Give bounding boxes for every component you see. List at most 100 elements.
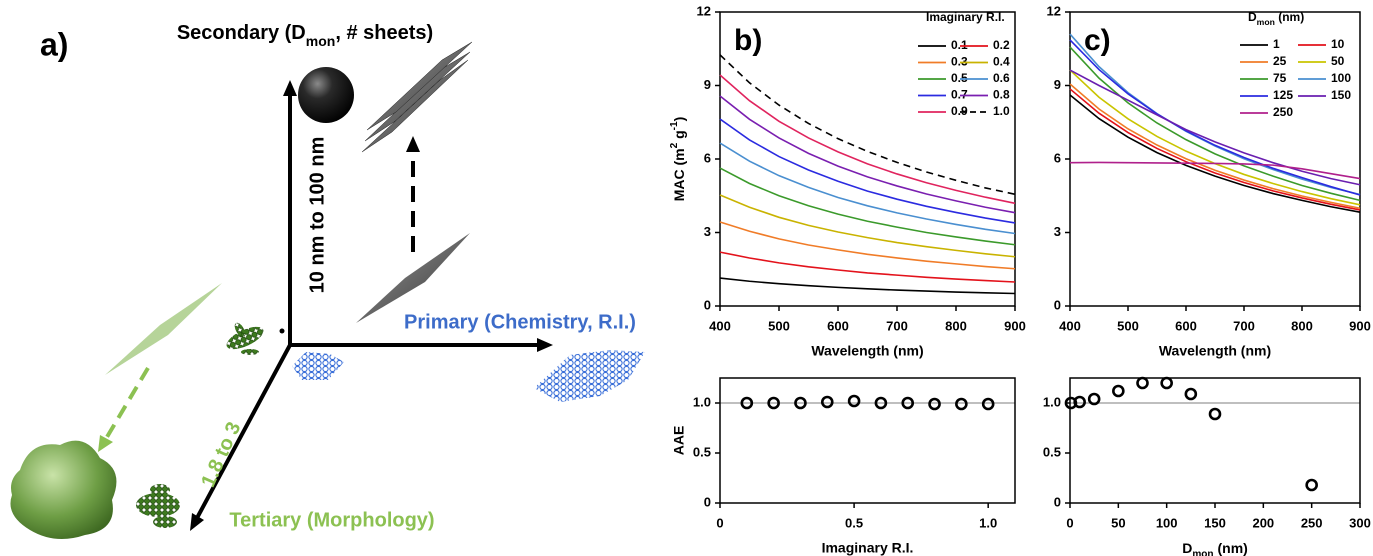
- aggregate-icon: [136, 484, 180, 528]
- scatter-point: [740, 396, 754, 410]
- scatter-point: [847, 394, 861, 408]
- x-axis-label: Wavelength (nm): [1159, 343, 1271, 359]
- diagram: a) Secondary (Dmon, # sheets) 10 nm to 1…: [10, 22, 645, 539]
- legend-title-part: mon: [1257, 17, 1275, 27]
- y-axis-label: AAE: [671, 426, 687, 456]
- x-tick-label: 700: [1233, 318, 1255, 333]
- x-tick-label: 600: [1175, 318, 1197, 333]
- y-axis-label-part: g: [671, 130, 687, 142]
- x-tick-label: 200: [1252, 515, 1274, 530]
- green-blob-icon: [10, 440, 117, 539]
- legend-label: 50: [1331, 54, 1345, 68]
- scatter-point: [1305, 478, 1318, 492]
- scatter-point: [1208, 407, 1222, 421]
- sheet-stack-icon: [361, 41, 473, 153]
- scatter-point: [1073, 395, 1086, 409]
- secondary-range: 10 nm to 100 nm: [306, 137, 328, 294]
- legend-title-part: (nm): [1275, 10, 1304, 24]
- legend-label: 10: [1331, 37, 1345, 51]
- legend-title: Dmon (nm): [1248, 10, 1304, 27]
- graphene-icon: [534, 350, 645, 402]
- secondary-label: Secondary (Dmon, # sheets): [177, 22, 433, 48]
- y-tick-label: 12: [697, 3, 711, 18]
- y-tick-label: 6: [1054, 150, 1061, 165]
- x-axis-label-part: (nm): [1214, 540, 1248, 556]
- x-tick-label: 800: [1291, 318, 1313, 333]
- scatter-point: [794, 396, 807, 410]
- x-axis-label-part: D: [1182, 540, 1192, 556]
- plot-frame: [1069, 377, 1361, 504]
- legend-label: 250: [1273, 105, 1293, 119]
- x-tick-label: 600: [827, 318, 849, 333]
- legend-label: 25: [1273, 54, 1287, 68]
- scatter-point: [820, 395, 834, 409]
- y-tick-label: 0.5: [693, 444, 711, 459]
- legend-label: 1: [1273, 37, 1280, 51]
- axis-tertiary: [195, 344, 292, 519]
- x-tick-label: 0: [716, 515, 723, 530]
- legend-label: 1.0: [993, 104, 1010, 118]
- y-tick-label: 3: [1054, 224, 1061, 239]
- x-tick-label: 800: [945, 318, 967, 333]
- series-line: [719, 74, 1016, 205]
- legend-label: 0.8: [993, 88, 1010, 102]
- series-line: [1069, 88, 1361, 211]
- y-tick-label: 0: [704, 297, 711, 312]
- y-tick-label: 0: [704, 494, 711, 509]
- legend-label: 100: [1331, 71, 1351, 85]
- scatter-point: [874, 396, 888, 410]
- scatter-point: [901, 396, 915, 410]
- tertiary-label: Tertiary (Morphology): [229, 509, 434, 531]
- scatter-point: [1160, 376, 1173, 390]
- aggregate-icon: [226, 322, 264, 355]
- series-line: [719, 251, 1016, 283]
- series-line: [719, 118, 1016, 224]
- series-line: [719, 54, 1016, 196]
- scatter-point: [928, 397, 941, 411]
- legend-label: 150: [1331, 88, 1351, 102]
- x-tick-label: 400: [1059, 318, 1081, 333]
- legend-label: 0.6: [993, 71, 1010, 85]
- y-tick-label: 9: [704, 77, 711, 92]
- series-line: [1069, 161, 1361, 180]
- series-line: [719, 221, 1016, 270]
- x-tick-label: 900: [1349, 318, 1371, 333]
- x-tick-label: 400: [709, 318, 731, 333]
- x-tick-label: 0.5: [845, 515, 863, 530]
- legend-label: 0.5: [951, 71, 968, 85]
- x-tick-label: 900: [1004, 318, 1026, 333]
- arrow-head: [98, 435, 113, 452]
- y-tick-label: 1.0: [1043, 394, 1061, 409]
- arrow-head: [406, 136, 420, 152]
- x-tick-label: 250: [1301, 515, 1323, 530]
- scatter-point: [1184, 387, 1198, 401]
- x-tick-label: 300: [1349, 515, 1371, 530]
- legend-label: 0.9: [951, 104, 968, 118]
- scatter-point: [1087, 392, 1101, 406]
- panel-label: c): [1084, 24, 1111, 57]
- graphene-icon: [292, 352, 344, 380]
- scatter-point: [767, 396, 780, 410]
- panel-label: a): [40, 26, 68, 62]
- series-line: [719, 95, 1016, 214]
- green-sheet-icon: [105, 283, 222, 375]
- series-line: [1069, 69, 1361, 186]
- sheet-icon: [356, 233, 470, 323]
- y-tick-label: 6: [704, 150, 711, 165]
- legend-label: 0.7: [951, 88, 968, 102]
- y-tick-label: 0: [1054, 494, 1061, 509]
- series-line: [719, 142, 1016, 235]
- arrow-head: [283, 80, 297, 96]
- x-axis-label: Dmon (nm): [1182, 540, 1248, 556]
- label-part: mon: [306, 33, 336, 49]
- plot-frame: [1069, 11, 1361, 307]
- x-tick-label: 0: [1066, 515, 1073, 530]
- dot: [279, 328, 285, 334]
- series-line: [1069, 39, 1361, 196]
- y-tick-label: 9: [1054, 77, 1061, 92]
- legend-title: Imaginary R.I.: [926, 10, 1005, 24]
- legend-label: 0.4: [993, 55, 1010, 69]
- legend-label: 0.1: [951, 38, 968, 52]
- legend-label: 75: [1273, 71, 1287, 85]
